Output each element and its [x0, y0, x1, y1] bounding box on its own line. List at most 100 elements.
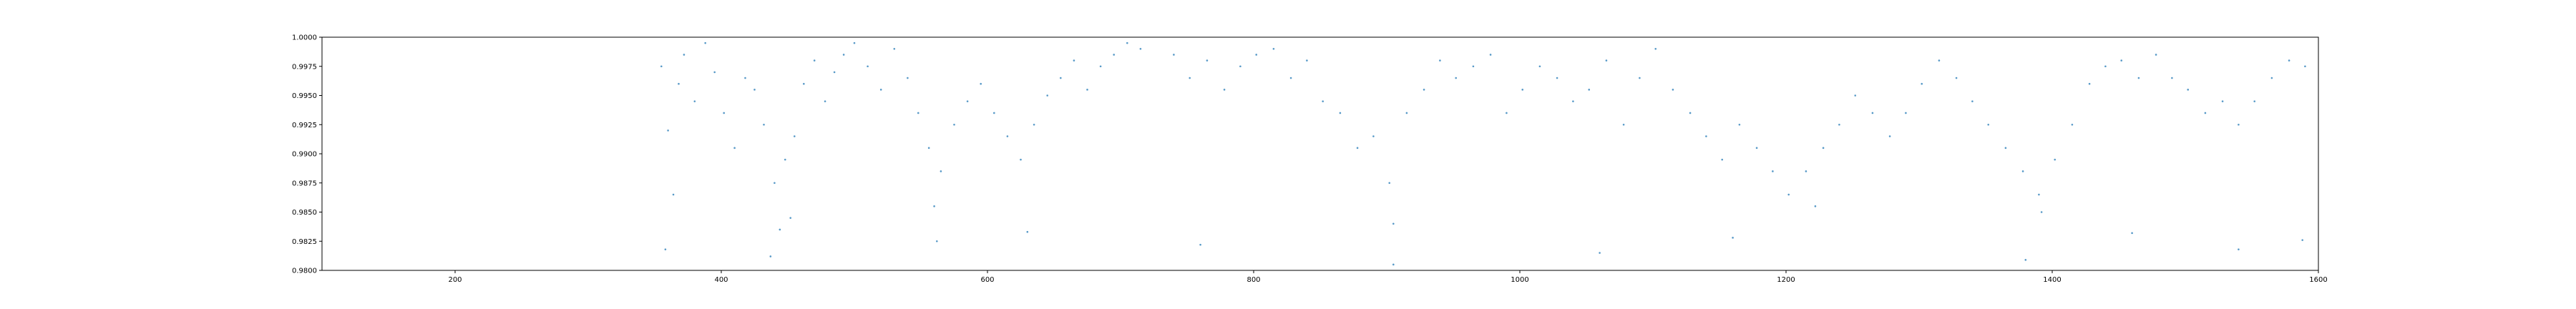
data-point: [1206, 59, 1209, 62]
data-point: [2270, 77, 2273, 79]
data-point: [1272, 48, 1275, 50]
data-point: [1588, 89, 1591, 91]
data-point: [1506, 112, 1508, 114]
data-point: [940, 170, 942, 172]
data-point: [927, 147, 930, 149]
data-point: [1521, 89, 1524, 91]
data-point: [1126, 41, 1128, 44]
data-point: [2238, 248, 2240, 250]
data-point: [660, 65, 663, 68]
data-point: [1705, 135, 1707, 137]
data-point: [794, 135, 796, 137]
data-point: [1838, 123, 1840, 126]
data-point: [1572, 100, 1574, 102]
data-point: [1255, 54, 1258, 56]
data-point: [966, 100, 969, 102]
data-point: [683, 54, 686, 56]
data-point: [1086, 89, 1088, 91]
points-layer: [660, 41, 2306, 266]
data-point: [2301, 239, 2303, 241]
data-point: [1689, 112, 1692, 114]
data-point: [1538, 65, 1541, 68]
data-point: [2131, 232, 2133, 235]
x-tick-label: 400: [714, 276, 728, 284]
data-point: [824, 100, 826, 102]
data-point: [733, 147, 736, 149]
data-point: [1738, 123, 1741, 126]
data-point: [879, 89, 882, 91]
data-point: [1938, 59, 1941, 62]
data-point: [2155, 54, 2157, 56]
data-point: [907, 77, 909, 79]
data-point: [1672, 89, 1674, 91]
data-point: [1971, 100, 1974, 102]
data-point: [769, 255, 772, 258]
data-point: [2120, 59, 2123, 62]
data-point: [2038, 193, 2040, 196]
data-point: [1654, 48, 1657, 50]
data-point: [713, 71, 716, 74]
data-point: [2304, 65, 2306, 68]
data-point: [672, 193, 675, 196]
data-point: [1921, 82, 1923, 85]
data-point: [1006, 135, 1009, 137]
data-point: [1955, 77, 1958, 79]
data-point: [1772, 170, 1774, 172]
data-point: [2288, 59, 2290, 62]
data-point: [1073, 59, 1075, 62]
data-point: [1732, 237, 1734, 239]
data-point: [1392, 263, 1395, 266]
y-tick-label: 0.9925: [292, 122, 317, 129]
data-point: [1599, 252, 1601, 254]
data-point: [1189, 77, 1191, 79]
data-point: [1888, 135, 1891, 137]
y-tick-label: 0.9900: [292, 151, 317, 159]
data-point: [1814, 205, 1817, 207]
data-point: [1805, 170, 1807, 172]
data-point: [1046, 94, 1048, 97]
plot-frame: [321, 36, 2319, 271]
data-point: [1392, 222, 1395, 225]
data-point: [1223, 89, 1226, 91]
data-point: [763, 123, 765, 126]
data-point: [993, 112, 995, 114]
data-point: [1472, 65, 1475, 68]
data-point: [2137, 77, 2140, 79]
data-point: [2040, 211, 2043, 213]
y-tick-label: 0.9950: [292, 92, 317, 100]
data-point: [2021, 170, 2024, 172]
x-tick-label: 600: [980, 276, 994, 284]
data-point: [1721, 158, 1724, 161]
data-point: [1556, 77, 1558, 79]
data-point: [2054, 158, 2057, 161]
x-tick-label: 1400: [2043, 276, 2061, 284]
data-point: [1423, 89, 1425, 91]
data-point: [1372, 135, 1375, 137]
y-tick-label: 0.9875: [292, 180, 317, 187]
data-point: [2187, 89, 2190, 91]
data-point: [1113, 54, 1115, 56]
y-tick-label: 0.9825: [292, 238, 317, 246]
data-point: [867, 65, 869, 68]
data-point: [784, 158, 786, 161]
data-point: [1854, 94, 1857, 97]
data-point: [1871, 112, 1874, 114]
data-point: [2024, 259, 2027, 261]
data-point: [2104, 65, 2107, 68]
data-point: [789, 217, 792, 219]
data-point: [1033, 123, 1035, 126]
axes-layer: 200 400 600 800 1000 1200 1400 1600 0.9800 0.9825…: [292, 34, 2328, 285]
x-tick-label: 1000: [1511, 276, 1528, 284]
data-point: [1339, 112, 1342, 114]
data-point: [1787, 193, 1790, 196]
data-point: [1099, 65, 1102, 68]
data-point: [1199, 243, 1201, 246]
data-point: [893, 48, 896, 50]
data-point: [2221, 100, 2224, 102]
data-point: [842, 54, 845, 56]
data-point: [1822, 147, 1825, 149]
data-point: [2204, 112, 2207, 114]
data-point: [753, 89, 756, 91]
y-tick-label: 0.9850: [292, 209, 317, 217]
